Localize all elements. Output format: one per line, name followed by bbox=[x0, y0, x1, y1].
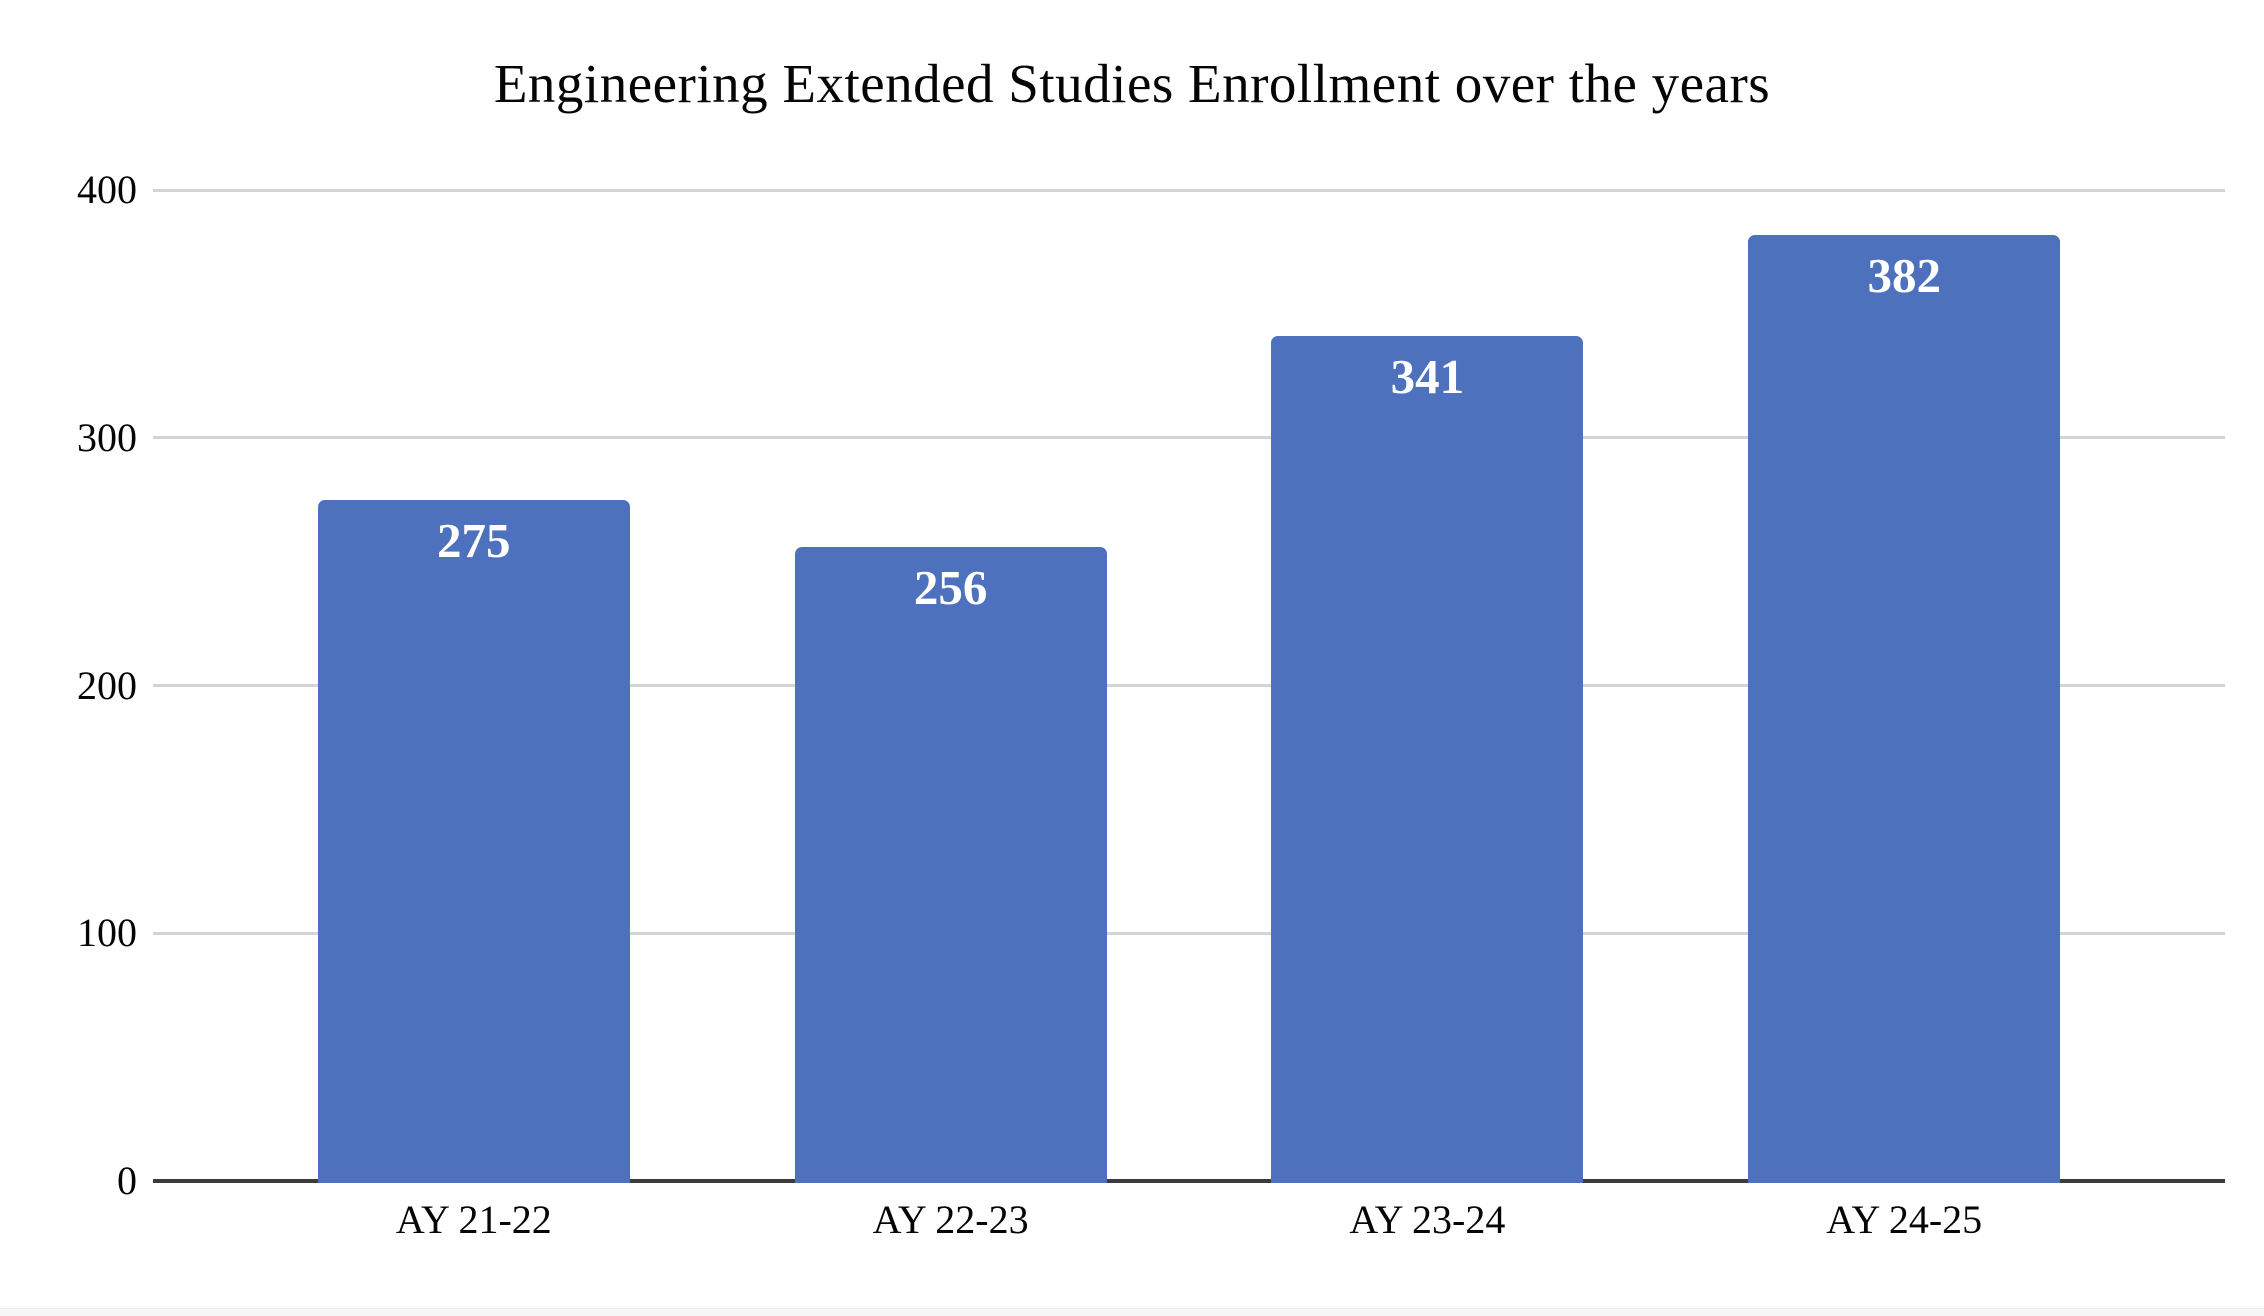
x-axis-category-label-ay-21-22: AY 21-22 bbox=[395, 1197, 552, 1242]
bottom-strip bbox=[0, 1308, 2264, 1316]
plot-area: 275 256 341 382 bbox=[153, 188, 2225, 1183]
x-axis-category-label-ay-23-24: AY 23-24 bbox=[1349, 1197, 1506, 1242]
gridline-300 bbox=[153, 436, 2225, 440]
x-axis-category-label-ay-22-23: AY 22-23 bbox=[872, 1197, 1029, 1242]
y-axis-tick-label-100: 100 bbox=[77, 910, 137, 956]
bar-value-label-ay-21-22: 275 bbox=[437, 512, 511, 568]
y-axis-tick-label-300: 300 bbox=[77, 414, 137, 460]
y-axis-tick-label-200: 200 bbox=[77, 662, 137, 708]
bar-value-label-ay-22-23: 256 bbox=[913, 559, 988, 615]
bar-ay-23-24: 341 bbox=[1271, 336, 1584, 1183]
x-axis-category-labels: AY 21-22 AY 22-23 AY 23-24 AY 24-25 bbox=[153, 1196, 2225, 1243]
bar-value-label-ay-24-25: 382 bbox=[1867, 247, 1941, 303]
gridline-100 bbox=[153, 931, 2225, 935]
chart-title: Engineering Extended Studies Enrollment … bbox=[493, 53, 1771, 114]
bar-ay-21-22: 275 bbox=[317, 499, 630, 1183]
bar-ay-22-23: 256 bbox=[794, 546, 1107, 1183]
bar-value-label-ay-23-24: 341 bbox=[1390, 349, 1465, 405]
y-axis-tick-label-400: 400 bbox=[77, 167, 137, 212]
y-axis-tick-label-0: 0 bbox=[117, 1158, 137, 1203]
x-axis-baseline bbox=[153, 1179, 2225, 1183]
bars-row: 275 256 341 382 bbox=[153, 190, 2225, 1183]
gridline-200 bbox=[153, 684, 2225, 687]
bar-ay-24-25: 382 bbox=[1748, 234, 2061, 1183]
gridline-400 bbox=[153, 188, 2225, 192]
x-axis-category-label-ay-24-25: AY 24-25 bbox=[1826, 1197, 1983, 1242]
